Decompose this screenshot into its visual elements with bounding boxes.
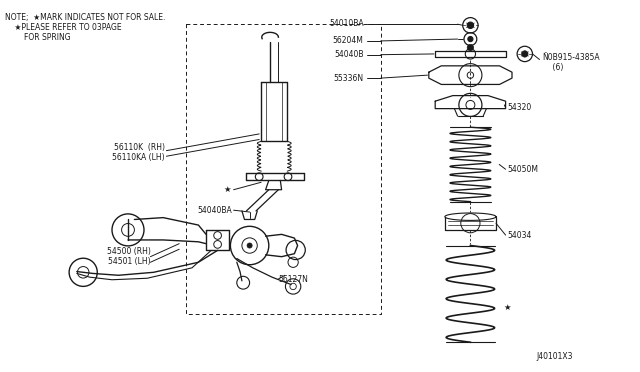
- Text: 55336N: 55336N: [333, 74, 364, 83]
- Text: Ñ0B915-4385A
    (6): Ñ0B915-4385A (6): [543, 53, 600, 72]
- Text: ★: ★: [503, 303, 511, 312]
- Circle shape: [522, 51, 528, 57]
- Circle shape: [468, 36, 473, 42]
- Text: 54320: 54320: [507, 103, 531, 112]
- Text: 54050M: 54050M: [507, 165, 538, 174]
- Text: J40101X3: J40101X3: [536, 352, 573, 361]
- Circle shape: [247, 243, 252, 248]
- Text: 54500 (RH)
54501 (LH): 54500 (RH) 54501 (LH): [106, 247, 150, 266]
- Text: 54040BA: 54040BA: [198, 206, 232, 215]
- Text: ★: ★: [223, 185, 231, 194]
- Text: 54034: 54034: [507, 231, 531, 240]
- Circle shape: [467, 44, 474, 51]
- Text: 56127N: 56127N: [278, 275, 308, 283]
- Text: 56204M: 56204M: [333, 36, 364, 45]
- Circle shape: [467, 22, 474, 29]
- Text: FOR SPRING: FOR SPRING: [5, 33, 71, 42]
- Text: 56110K  (RH)
56110KA (LH): 56110K (RH) 56110KA (LH): [113, 143, 165, 162]
- Text: ★PLEASE REFER TO 03PAGE: ★PLEASE REFER TO 03PAGE: [5, 23, 122, 32]
- Text: NOTE;  ★MARK INDICATES NOT FOR SALE.: NOTE; ★MARK INDICATES NOT FOR SALE.: [5, 13, 166, 22]
- Text: 54040B: 54040B: [334, 50, 364, 59]
- Text: 54010BA: 54010BA: [329, 19, 364, 28]
